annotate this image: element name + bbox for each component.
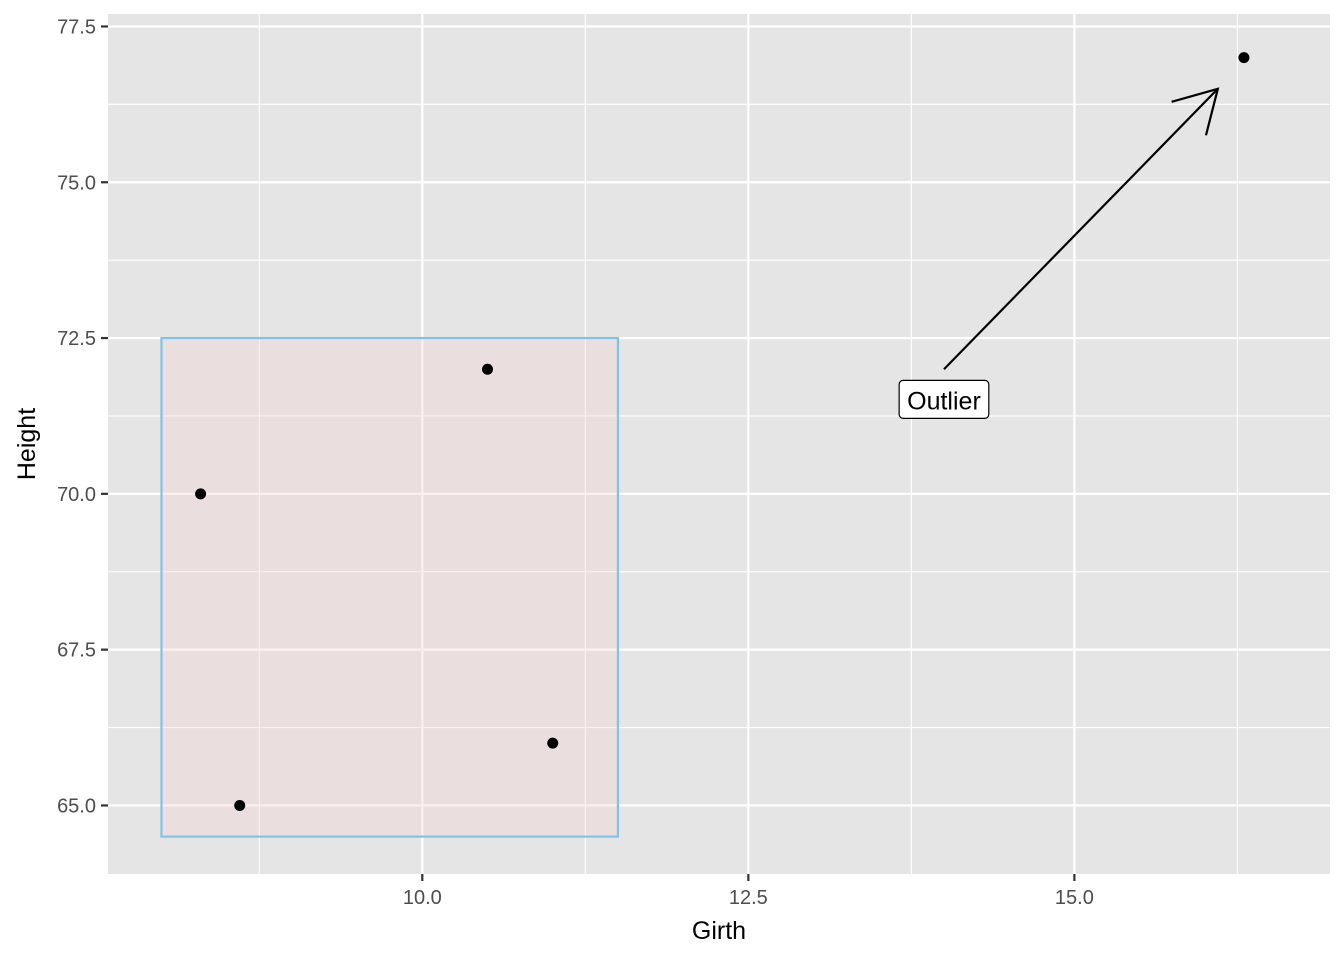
y-tick-label: 70.0 [57, 484, 96, 506]
y-axis-title: Height [13, 408, 41, 480]
x-tick-label: 15.0 [1055, 887, 1094, 909]
tick-labels: 10.0 12.5 15.0 65.0 67.5 70.0 72.5 75.0 77.5 [57, 16, 1094, 909]
annotation-label-box [898, 379, 990, 419]
panel-background [108, 14, 1330, 874]
annotation-arrow-shaft [943, 88, 1219, 370]
highlight-rectangle [160, 336, 620, 838]
highlight-region [160, 336, 620, 838]
annotation-label: Outlier [907, 387, 981, 415]
data-point [234, 799, 246, 811]
data-point [547, 737, 559, 749]
y-tick-label: 65.0 [57, 795, 96, 817]
y-tick-label: 72.5 [57, 328, 96, 350]
minor-gridlines [108, 14, 1330, 874]
x-axis-title: Girth [692, 917, 746, 945]
y-tick-label: 75.0 [57, 172, 96, 194]
data-point [1238, 52, 1250, 64]
data-point [195, 488, 207, 500]
annotation-arrow-head [1171, 87, 1220, 136]
data-points [195, 52, 1250, 811]
data-point [482, 363, 494, 375]
x-tick-label: 10.0 [403, 887, 442, 909]
outlier-annotation: Outlier [898, 87, 1220, 419]
y-tick-label: 77.5 [57, 16, 96, 38]
y-tick-label: 67.5 [57, 640, 96, 662]
x-tick-label: 12.5 [729, 887, 768, 909]
axis-ticks [101, 25, 1076, 881]
